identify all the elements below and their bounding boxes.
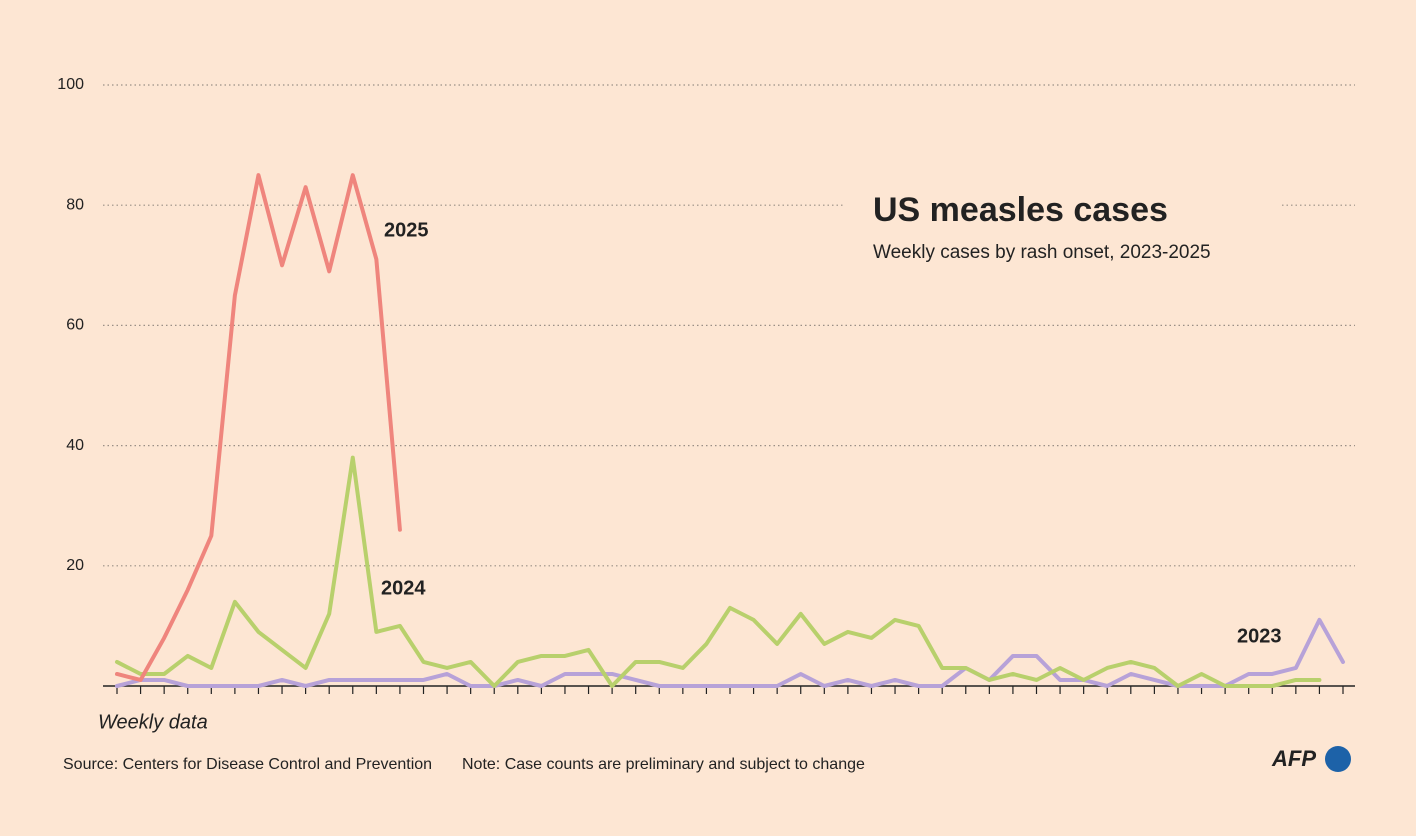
y-tick-label: 20 [66, 557, 84, 574]
series-line [115, 455, 1322, 688]
series-line [115, 617, 1345, 688]
x-axis-label: Weekly data [98, 711, 208, 733]
plot: 20 40 60 80 100 2023 2024 2025 [57, 76, 1355, 694]
logo-dot [1325, 746, 1351, 772]
y-tick-label: 60 [66, 317, 84, 334]
logo: AFP [1271, 746, 1316, 771]
y-tick-label: 100 [57, 76, 84, 93]
note: Note: Case counts are preliminary and su… [462, 756, 865, 773]
y-tick-label: 40 [66, 437, 84, 454]
y-tick-label: 80 [66, 196, 84, 213]
series-line [115, 173, 402, 682]
source: Source: Centers for Disease Control and … [63, 756, 432, 773]
series-label: 2024 [381, 577, 426, 599]
chart-title: US measles cases [873, 191, 1168, 229]
series-label: 2023 [1237, 625, 1282, 647]
title-backdrop [845, 180, 1280, 275]
series-label: 2025 [384, 219, 429, 241]
chart-subtitle: Weekly cases by rash onset, 2023-2025 [873, 242, 1211, 263]
